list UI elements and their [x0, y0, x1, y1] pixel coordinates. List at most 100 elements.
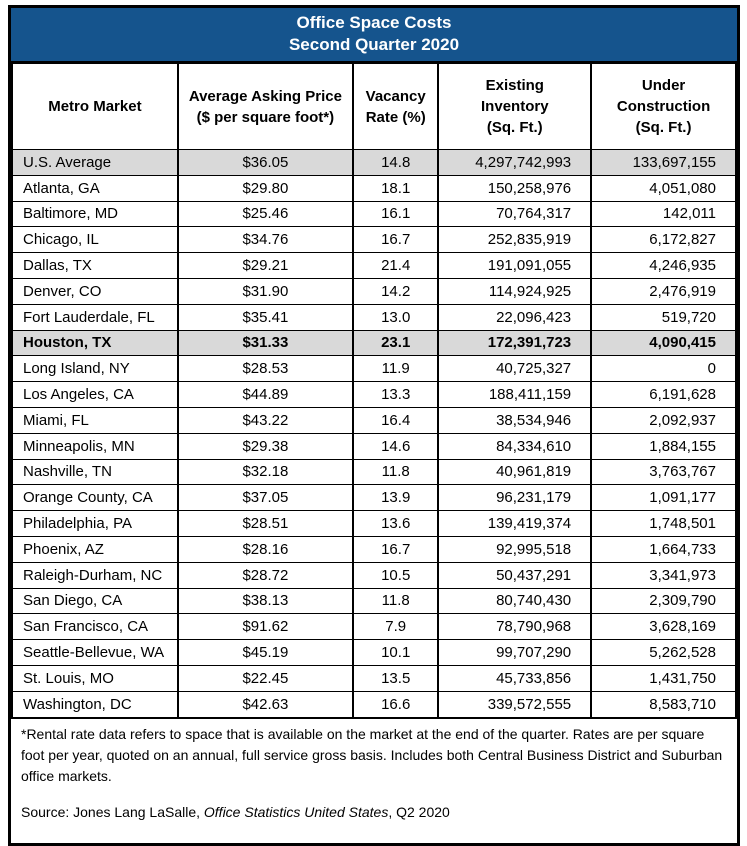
cell-vacancy: 16.7 [351, 226, 440, 254]
cell-inventory: 38,534,946 [437, 406, 593, 434]
cell-inventory: 4,297,742,993 [437, 149, 593, 176]
cell-vacancy: 13.5 [351, 664, 440, 692]
cell-construction: 0 [590, 355, 737, 383]
cell-price: $38.13 [176, 587, 354, 615]
cell-inventory: 22,096,423 [437, 303, 593, 331]
cell-inventory: 114,924,925 [437, 277, 593, 305]
cell-inventory: 45,733,856 [437, 664, 593, 692]
cell-price: $34.76 [176, 226, 354, 254]
cell-price: $32.18 [176, 458, 354, 486]
office-costs-table: Metro Market Average Asking Price ($ per… [11, 63, 737, 718]
table-row: Denver, CO $31.90 14.2 114,924,925 2,476,919 [11, 277, 737, 305]
cell-market: San Diego, CA [11, 587, 179, 615]
table-row: Houston, TX $31.33 23.1 172,391,723 4,090,41… [11, 329, 737, 357]
table-row: Atlanta, GA $29.80 18.1 150,258,976 4,051,08… [11, 174, 737, 202]
table-row: Minneapolis, MN $29.38 14.6 84,334,610 1,884… [11, 432, 737, 460]
cell-inventory: 96,231,179 [437, 484, 593, 512]
table-title: Office Space Costs Second Quarter 2020 [11, 8, 737, 63]
cell-inventory: 188,411,159 [437, 381, 593, 408]
cell-inventory: 191,091,055 [437, 252, 593, 279]
cell-market: Phoenix, AZ [11, 535, 179, 563]
cell-price: $29.21 [176, 252, 354, 279]
cell-market: Houston, TX [11, 329, 179, 357]
cell-market: Fort Lauderdale, FL [11, 303, 179, 331]
table-row: Raleigh-Durham, NC $28.72 10.5 50,437,291 3,… [11, 561, 737, 589]
cell-price: $31.33 [176, 329, 354, 357]
header-row: Metro Market Average Asking Price ($ per… [11, 63, 737, 150]
cell-vacancy: 13.6 [351, 510, 440, 537]
cell-market: San Francisco, CA [11, 613, 179, 641]
cell-inventory: 99,707,290 [437, 639, 593, 666]
cell-market: Denver, CO [11, 277, 179, 305]
cell-price: $28.72 [176, 561, 354, 589]
column-header-metro-market: Metro Market [11, 63, 179, 150]
cell-construction: 3,763,767 [590, 458, 737, 486]
table-row: Orange County, CA $37.05 13.9 96,231,179 1,0… [11, 484, 737, 512]
table-body: U.S. Average $36.05 14.8 4,297,742,993 133,6… [11, 149, 737, 718]
cell-inventory: 70,764,317 [437, 200, 593, 228]
cell-vacancy: 7.9 [351, 613, 440, 641]
cell-vacancy: 16.4 [351, 406, 440, 434]
cell-vacancy: 14.6 [351, 432, 440, 460]
table-row: Chicago, IL $34.76 16.7 252,835,919 6,172,82… [11, 226, 737, 254]
cell-market: Minneapolis, MN [11, 432, 179, 460]
cell-market: Washington, DC [11, 690, 179, 718]
cell-price: $28.16 [176, 535, 354, 563]
cell-market: Atlanta, GA [11, 174, 179, 202]
cell-inventory: 339,572,555 [437, 690, 593, 718]
table-header: Metro Market Average Asking Price ($ per… [11, 63, 737, 150]
cell-market: Orange County, CA [11, 484, 179, 512]
cell-price: $91.62 [176, 613, 354, 641]
cell-construction: 3,341,973 [590, 561, 737, 589]
cell-construction: 519,720 [590, 303, 737, 331]
table-row: Seattle-Bellevue, WA $45.19 10.1 99,707,290… [11, 639, 737, 666]
cell-market: Nashville, TN [11, 458, 179, 486]
cell-inventory: 84,334,610 [437, 432, 593, 460]
cell-construction: 5,262,528 [590, 639, 737, 666]
cell-construction: 2,476,919 [590, 277, 737, 305]
table-row: Miami, FL $43.22 16.4 38,534,946 2,092,937 [11, 406, 737, 434]
column-header-vacancy-rate: Vacancy Rate (%) [351, 63, 440, 150]
source-publication-title: Office Statistics United States [203, 803, 389, 820]
cell-inventory: 150,258,976 [437, 174, 593, 202]
cell-construction: 4,051,080 [590, 174, 737, 202]
table-row: St. Louis, MO $22.45 13.5 45,733,856 1,431,7… [11, 664, 737, 692]
cell-inventory: 50,437,291 [437, 561, 593, 589]
office-costs-table-document: Office Space Costs Second Quarter 2020 M… [8, 5, 740, 846]
cell-vacancy: 13.3 [351, 381, 440, 408]
cell-vacancy: 21.4 [351, 252, 440, 279]
cell-market: Raleigh-Durham, NC [11, 561, 179, 589]
cell-market: Seattle-Bellevue, WA [11, 639, 179, 666]
table-row: Dallas, TX $29.21 21.4 191,091,055 4,246,935 [11, 252, 737, 279]
cell-market: Chicago, IL [11, 226, 179, 254]
cell-construction: 133,697,155 [590, 149, 737, 176]
column-header-under-construction: Under Construction (Sq. Ft.) [590, 63, 737, 150]
cell-price: $29.80 [176, 174, 354, 202]
cell-construction: 4,246,935 [590, 252, 737, 279]
cell-vacancy: 16.7 [351, 535, 440, 563]
table-row: Nashville, TN $32.18 11.8 40,961,819 3,763,7… [11, 458, 737, 486]
cell-construction: 142,011 [590, 200, 737, 228]
cell-price: $44.89 [176, 381, 354, 408]
cell-price: $43.22 [176, 406, 354, 434]
cell-price: $29.38 [176, 432, 354, 460]
table-footer: *Rental rate data refers to space that i… [11, 717, 737, 843]
cell-vacancy: 16.1 [351, 200, 440, 228]
cell-price: $35.41 [176, 303, 354, 331]
cell-price: $37.05 [176, 484, 354, 512]
source-suffix: , Q2 2020 [388, 803, 450, 820]
table-row: Los Angeles, CA $44.89 13.3 188,411,159 6,19… [11, 381, 737, 408]
cell-vacancy: 14.8 [351, 149, 440, 176]
cell-price: $36.05 [176, 149, 354, 176]
table-row: San Diego, CA $38.13 11.8 80,740,430 2,309,7… [11, 587, 737, 615]
table-row: San Francisco, CA $91.62 7.9 78,790,968 3,62… [11, 613, 737, 641]
table-row: Phoenix, AZ $28.16 16.7 92,995,518 1,664,733 [11, 535, 737, 563]
cell-vacancy: 11.8 [351, 587, 440, 615]
cell-vacancy: 10.1 [351, 639, 440, 666]
source-prefix: Source: Jones Lang LaSalle, [21, 803, 204, 820]
title-line-1: Office Space Costs [296, 13, 452, 32]
cell-vacancy: 10.5 [351, 561, 440, 589]
table-row: Fort Lauderdale, FL $35.41 13.0 22,096,423 5… [11, 303, 737, 331]
cell-vacancy: 16.6 [351, 690, 440, 718]
title-line-2: Second Quarter 2020 [288, 35, 460, 54]
